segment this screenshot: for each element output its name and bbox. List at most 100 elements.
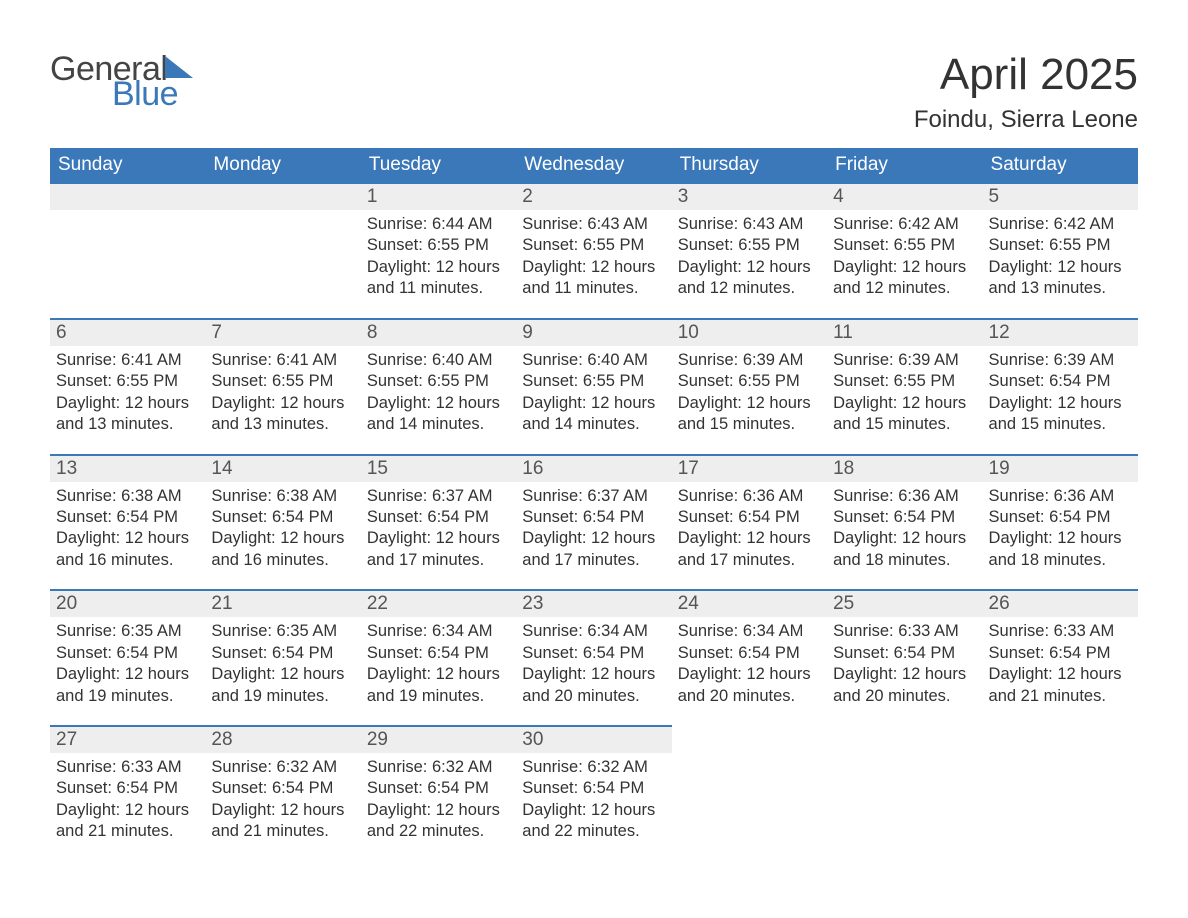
day-info: Sunrise: 6:32 AMSunset: 6:54 PMDaylight:…	[520, 757, 667, 843]
sunset-line: Sunset: 6:54 PM	[211, 507, 354, 528]
daylight-line: Daylight: 12 hours and 13 minutes.	[211, 393, 354, 436]
day-cell: 26Sunrise: 6:33 AMSunset: 6:54 PMDayligh…	[983, 589, 1138, 725]
sunset-line: Sunset: 6:54 PM	[678, 507, 821, 528]
weekday-header: Thursday	[672, 148, 827, 182]
day-number: 25	[827, 589, 982, 617]
daylight-line: Daylight: 12 hours and 17 minutes.	[678, 528, 821, 571]
day-info: Sunrise: 6:32 AMSunset: 6:54 PMDaylight:…	[209, 757, 356, 843]
sunset-line: Sunset: 6:55 PM	[522, 235, 665, 256]
sunset-line: Sunset: 6:55 PM	[522, 371, 665, 392]
sunset-line: Sunset: 6:54 PM	[367, 507, 510, 528]
day-cell: 9Sunrise: 6:40 AMSunset: 6:55 PMDaylight…	[516, 318, 671, 454]
day-number: 4	[827, 182, 982, 210]
day-cell: 13 Sunrise: 6:38 AMSunset: 6:54 PMDayligh…	[50, 454, 205, 590]
day-number: 29	[361, 725, 516, 753]
day-cell: 19Sunrise: 6:36 AMSunset: 6:54 PMDayligh…	[983, 454, 1138, 590]
daylight-line: Daylight: 12 hours and 19 minutes.	[367, 664, 510, 707]
daylight-line: Daylight: 12 hours and 14 minutes.	[522, 393, 665, 436]
day-info: Sunrise: 6:35 AMSunset: 6:54 PMDaylight:…	[54, 621, 201, 707]
day-number: 5	[983, 182, 1138, 210]
daylight-line: Daylight: 12 hours and 11 minutes.	[367, 257, 510, 300]
day-cell: 10 Sunrise: 6:39 AMSunset: 6:55 PMDayligh…	[672, 318, 827, 454]
day-info: Sunrise: 6:35 AMSunset: 6:54 PMDaylight:…	[209, 621, 356, 707]
day-number: 10	[672, 318, 827, 346]
sunrise-line: Sunrise: 6:40 AM	[522, 350, 665, 371]
day-number: 16	[516, 454, 671, 482]
day-info: Sunrise: 6:40 AMSunset: 6:55 PMDaylight:…	[520, 350, 667, 436]
weekday-header: Monday	[205, 148, 360, 182]
day-cell: 5 Sunrise: 6:42 AMSunset: 6:55 PMDaylight…	[983, 182, 1138, 318]
day-number: 1	[361, 182, 516, 210]
day-number: 23	[516, 589, 671, 617]
day-cell	[983, 725, 1138, 861]
daylight-line: Daylight: 12 hours and 20 minutes.	[833, 664, 976, 707]
day-cell: 8Sunrise: 6:40 AMSunset: 6:55 PMDaylight…	[361, 318, 516, 454]
sunset-line: Sunset: 6:55 PM	[56, 371, 199, 392]
day-info: Sunrise: 6:38 AMSunset: 6:54 PMDaylight:…	[209, 486, 356, 572]
sunset-line: Sunset: 6:54 PM	[211, 778, 354, 799]
sunset-line: Sunset: 6:54 PM	[367, 778, 510, 799]
day-info: Sunrise: 6:40 AMSunset: 6:55 PMDaylight:…	[365, 350, 512, 436]
daylight-line: Daylight: 12 hours and 17 minutes.	[367, 528, 510, 571]
day-number: 11	[827, 318, 982, 346]
day-info: Sunrise: 6:36 AMSunset: 6:54 PMDaylight:…	[831, 486, 978, 572]
sunset-line: Sunset: 6:55 PM	[833, 235, 976, 256]
sunset-line: Sunset: 6:55 PM	[211, 371, 354, 392]
day-cell: 3Sunrise: 6:43 AMSunset: 6:55 PMDaylight…	[672, 182, 827, 318]
sunset-line: Sunset: 6:54 PM	[367, 643, 510, 664]
sunset-line: Sunset: 6:55 PM	[678, 235, 821, 256]
day-cell	[672, 725, 827, 861]
week-row: 6Sunrise: 6:41 AMSunset: 6:55 PMDaylight…	[50, 318, 1138, 454]
day-info: Sunrise: 6:34 AMSunset: 6:54 PMDaylight:…	[676, 621, 823, 707]
sunrise-line: Sunrise: 6:34 AM	[522, 621, 665, 642]
weekday-header: Sunday	[50, 148, 205, 182]
sunrise-line: Sunrise: 6:34 AM	[367, 621, 510, 642]
sunrise-line: Sunrise: 6:36 AM	[989, 486, 1132, 507]
day-cell: 4Sunrise: 6:42 AMSunset: 6:55 PMDaylight…	[827, 182, 982, 318]
week-row: 20Sunrise: 6:35 AMSunset: 6:54 PMDayligh…	[50, 589, 1138, 725]
daylight-line: Daylight: 12 hours and 13 minutes.	[56, 393, 199, 436]
day-info: Sunrise: 6:43 AMSunset: 6:55 PMDaylight:…	[520, 214, 667, 300]
day-number: 13	[50, 454, 205, 482]
day-number: 17	[672, 454, 827, 482]
day-number: 15	[361, 454, 516, 482]
day-info: Sunrise: 6:36 AMSunset: 6:54 PMDaylight:…	[987, 486, 1134, 572]
day-info: Sunrise: 6:34 AMSunset: 6:54 PMDaylight:…	[365, 621, 512, 707]
sunrise-line: Sunrise: 6:39 AM	[989, 350, 1132, 371]
sunset-line: Sunset: 6:54 PM	[56, 778, 199, 799]
day-info: Sunrise: 6:41 AMSunset: 6:55 PMDaylight:…	[209, 350, 356, 436]
week-row: 13Sunrise: 6:38 AMSunset: 6:54 PMDayligh…	[50, 454, 1138, 590]
sunrise-line: Sunrise: 6:34 AM	[678, 621, 821, 642]
sunset-line: Sunset: 6:54 PM	[56, 643, 199, 664]
sunrise-line: Sunrise: 6:36 AM	[833, 486, 976, 507]
daylight-line: Daylight: 12 hours and 21 minutes.	[211, 800, 354, 843]
day-number: 28	[205, 725, 360, 753]
daylight-line: Daylight: 12 hours and 15 minutes.	[833, 393, 976, 436]
day-number: 20	[50, 589, 205, 617]
sunrise-line: Sunrise: 6:32 AM	[211, 757, 354, 778]
day-info: Sunrise: 6:37 AMSunset: 6:54 PMDaylight:…	[365, 486, 512, 572]
day-cell: 1 Sunrise: 6:44 AMSunset: 6:55 PMDaylight…	[361, 182, 516, 318]
sunrise-line: Sunrise: 6:44 AM	[367, 214, 510, 235]
day-info: Sunrise: 6:39 AMSunset: 6:55 PMDaylight:…	[831, 350, 978, 436]
sunset-line: Sunset: 6:55 PM	[678, 371, 821, 392]
day-info: Sunrise: 6:44 AMSunset: 6:55 PMDaylight:…	[365, 214, 512, 300]
weekday-header: Tuesday	[361, 148, 516, 182]
sunrise-line: Sunrise: 6:33 AM	[56, 757, 199, 778]
sunrise-line: Sunrise: 6:35 AM	[56, 621, 199, 642]
day-cell: 6Sunrise: 6:41 AMSunset: 6:55 PMDaylight…	[50, 318, 205, 454]
day-info: Sunrise: 6:39 AMSunset: 6:55 PMDaylight:…	[676, 350, 823, 436]
weekday-header: Wednesday	[516, 148, 671, 182]
sunrise-line: Sunrise: 6:32 AM	[522, 757, 665, 778]
sunset-line: Sunset: 6:54 PM	[522, 643, 665, 664]
sunset-line: Sunset: 6:55 PM	[833, 371, 976, 392]
day-cell	[827, 725, 982, 861]
sunset-line: Sunset: 6:54 PM	[833, 507, 976, 528]
sunrise-line: Sunrise: 6:33 AM	[989, 621, 1132, 642]
daylight-line: Daylight: 12 hours and 22 minutes.	[522, 800, 665, 843]
day-info: Sunrise: 6:42 AMSunset: 6:55 PMDaylight:…	[987, 214, 1134, 300]
daylight-line: Daylight: 12 hours and 19 minutes.	[56, 664, 199, 707]
daylight-line: Daylight: 12 hours and 19 minutes.	[211, 664, 354, 707]
day-info: Sunrise: 6:38 AMSunset: 6:54 PMDaylight:…	[54, 486, 201, 572]
day-cell: 7Sunrise: 6:41 AMSunset: 6:55 PMDaylight…	[205, 318, 360, 454]
